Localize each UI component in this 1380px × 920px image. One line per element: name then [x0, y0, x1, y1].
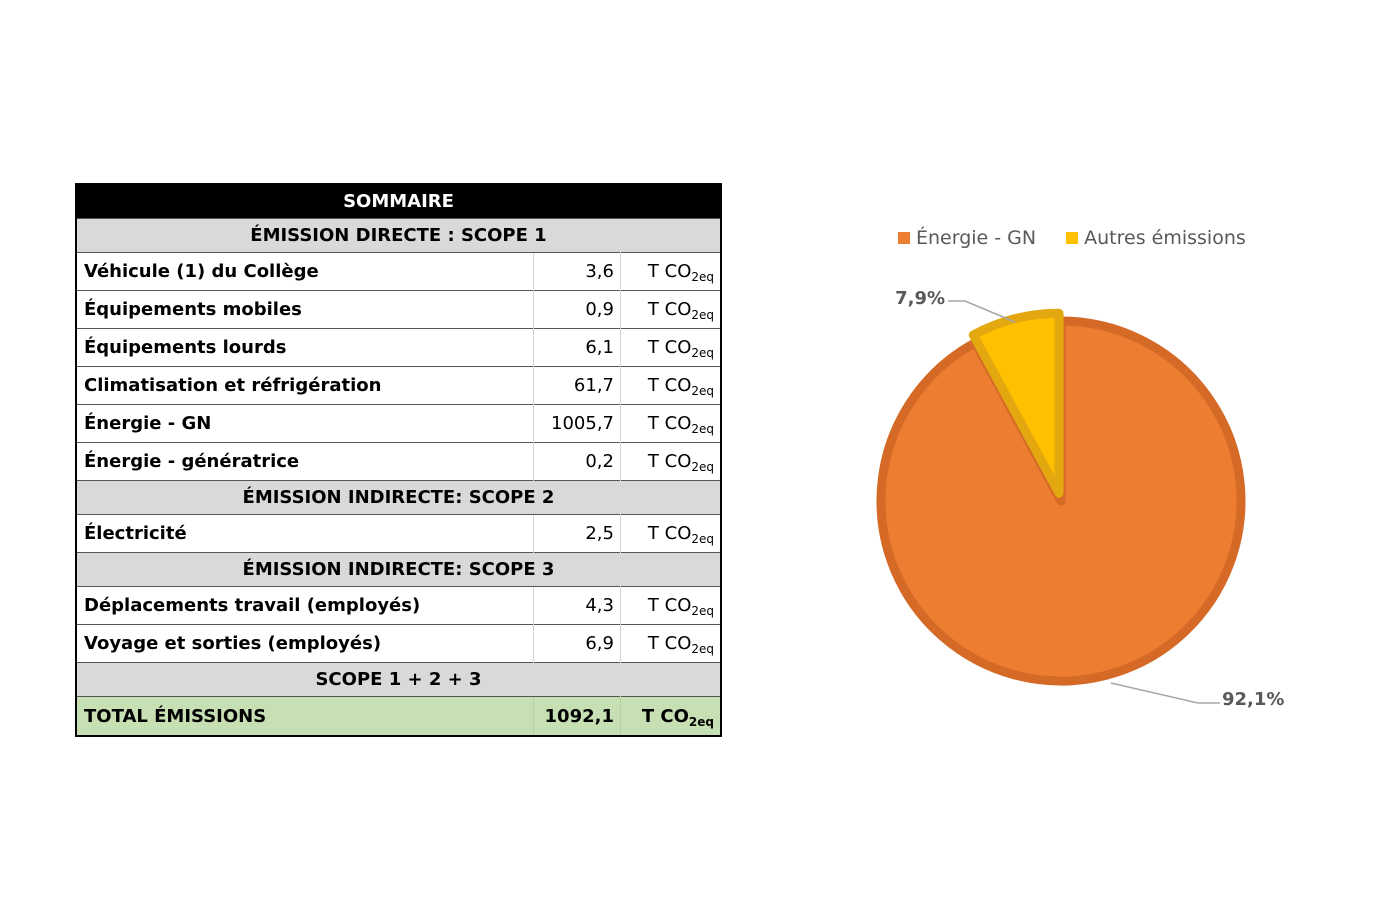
row-value: 6,9	[533, 624, 621, 663]
section-header-row: ÉMISSION INDIRECTE: SCOPE 3	[76, 552, 721, 587]
pie-slice-autres-emissions	[968, 308, 1064, 498]
unit-text: T CO	[647, 633, 692, 654]
section-header: ÉMISSION INDIRECTE: SCOPE 3	[76, 552, 721, 587]
row-unit: T CO2eq	[620, 366, 721, 405]
row-value: 61,7	[533, 366, 621, 405]
row-label: TOTAL ÉMISSIONS	[76, 696, 534, 736]
unit-subscript: 2eq	[688, 714, 714, 729]
unit-subscript: 2eq	[691, 270, 714, 284]
row-value: 3,6	[533, 252, 621, 291]
data-label: 7,9%	[895, 288, 945, 309]
table-row: Électricité 2,5 T CO2eq	[76, 514, 721, 553]
table-row: Énergie - GN 1005,7 T CO2eq	[76, 404, 721, 443]
table-row: Énergie - génératrice 0,2 T CO2eq	[76, 442, 721, 481]
section-header-row: ÉMISSION INDIRECTE: SCOPE 2	[76, 480, 721, 515]
row-label: Climatisation et réfrigération	[76, 366, 534, 405]
row-value: 1005,7	[533, 404, 621, 443]
row-unit: T CO2eq	[620, 586, 721, 625]
unit-subscript: 2eq	[691, 604, 714, 618]
table-row: Équipements lourds 6,1 T CO2eq	[76, 328, 721, 367]
table-title-row: SOMMAIRE	[76, 184, 721, 219]
unit-text: T CO	[647, 595, 692, 616]
section-header: SCOPE 1 + 2 + 3	[76, 662, 721, 697]
total-row: TOTAL ÉMISSIONS 1092,1 T CO2eq	[76, 696, 721, 736]
row-label: Énergie - génératrice	[76, 442, 534, 481]
pie-chart: Énergie - GN Autres émissions 92,1% 7,9%	[860, 215, 1300, 725]
chart-legend: Énergie - GN Autres émissions	[898, 227, 1246, 249]
unit-text: T CO	[647, 261, 692, 282]
unit-subscript: 2eq	[691, 532, 714, 546]
data-label: 92,1%	[1222, 689, 1284, 710]
row-value: 0,9	[533, 290, 621, 329]
row-unit: T CO2eq	[620, 442, 721, 481]
pie-slice-energie-gn	[876, 316, 1246, 686]
row-label: Équipements lourds	[76, 328, 534, 367]
legend-swatch	[1066, 232, 1079, 244]
row-value: 0,2	[533, 442, 621, 481]
unit-text: T CO	[641, 705, 689, 727]
unit-subscript: 2eq	[691, 346, 714, 360]
unit-subscript: 2eq	[691, 422, 714, 436]
summary-table-body: SOMMAIRE ÉMISSION DIRECTE : SCOPE 1 Véhicu…	[76, 184, 721, 736]
row-unit: T CO2eq	[620, 290, 721, 329]
legend-entry: Autres émissions	[1066, 227, 1246, 249]
section-header-row: SCOPE 1 + 2 + 3	[76, 662, 721, 697]
legend-label: Énergie - GN	[916, 227, 1037, 249]
section-header-row: ÉMISSION DIRECTE : SCOPE 1	[76, 218, 721, 253]
row-label: Voyage et sorties (employés)	[76, 624, 534, 663]
unit-text: T CO	[647, 413, 692, 434]
row-unit: T CO2eq	[620, 328, 721, 367]
leader-line	[948, 300, 1016, 323]
row-label: Équipements mobiles	[76, 290, 534, 329]
unit-subscript: 2eq	[691, 384, 714, 398]
pie-chart-svg: 92,1% 7,9%	[876, 288, 1284, 710]
section-header: ÉMISSION DIRECTE : SCOPE 1	[76, 218, 721, 253]
unit-text: T CO	[647, 337, 692, 358]
row-value: 4,3	[533, 586, 621, 625]
row-unit: T CO2eq	[620, 696, 721, 736]
unit-text: T CO	[647, 299, 692, 320]
unit-text: T CO	[647, 375, 692, 396]
table-row: Déplacements travail (employés) 4,3 T CO2e…	[76, 586, 721, 625]
leader-line	[1110, 682, 1220, 704]
unit-text: T CO	[647, 523, 692, 544]
unit-subscript: 2eq	[691, 308, 714, 322]
row-unit: T CO2eq	[620, 252, 721, 291]
section-header: ÉMISSION INDIRECTE: SCOPE 2	[76, 480, 721, 515]
legend-entry: Énergie - GN	[898, 227, 1036, 249]
table-row: Équipements mobiles 0,9 T CO2eq	[76, 290, 721, 329]
summary-table: SOMMAIRE ÉMISSION DIRECTE : SCOPE 1 Véhicu…	[75, 183, 722, 737]
unit-subscript: 2eq	[691, 642, 714, 656]
legend-swatch	[898, 232, 910, 244]
table-row: Climatisation et réfrigération 61,7 T CO2e…	[76, 366, 721, 405]
unit-text: T CO	[647, 451, 692, 472]
legend-label: Autres émissions	[1084, 227, 1246, 249]
row-value: 2,5	[533, 514, 621, 553]
row-unit: T CO2eq	[620, 624, 721, 663]
table-row: Véhicule (1) du Collège 3,6 T CO2eq	[76, 252, 721, 291]
row-value: 6,1	[533, 328, 621, 367]
table-row: Voyage et sorties (employés) 6,9 T CO2eq	[76, 624, 721, 663]
unit-subscript: 2eq	[691, 460, 714, 474]
table-title: SOMMAIRE	[76, 184, 721, 219]
row-unit: T CO2eq	[620, 404, 721, 443]
row-value: 1092,1	[533, 696, 621, 736]
row-label: Électricité	[76, 514, 534, 553]
row-unit: T CO2eq	[620, 514, 721, 553]
row-label: Déplacements travail (employés)	[76, 586, 534, 625]
row-label: Énergie - GN	[76, 404, 534, 443]
row-label: Véhicule (1) du Collège	[76, 252, 534, 291]
